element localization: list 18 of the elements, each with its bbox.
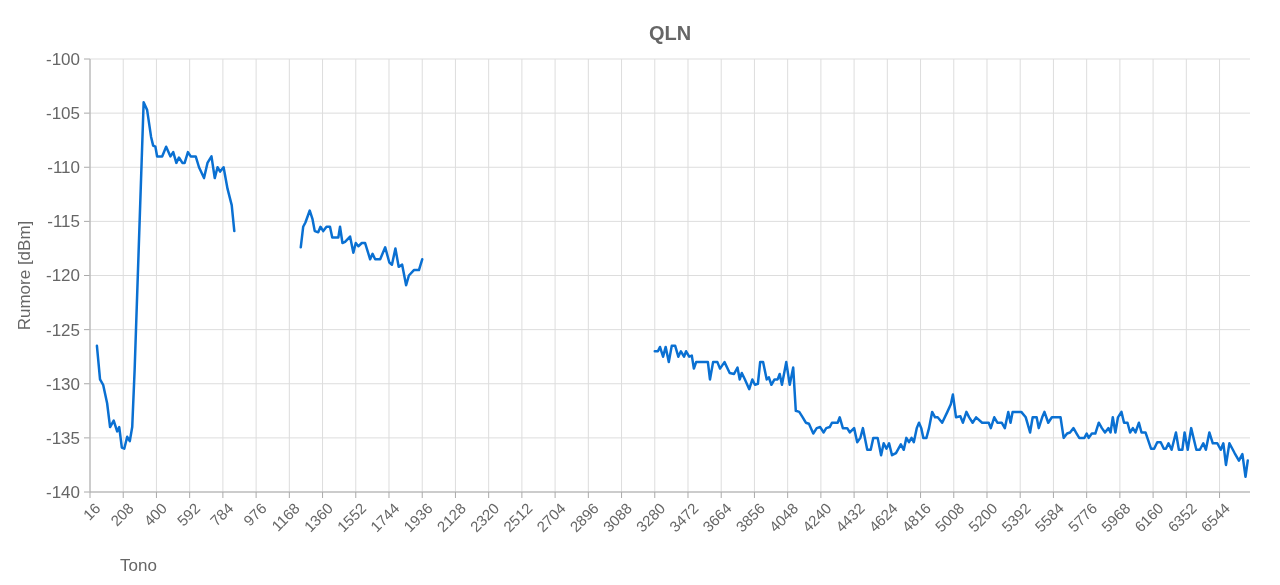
y-tick-label: -125 — [45, 320, 80, 340]
y-tick-label: -100 — [45, 49, 80, 69]
x-tick-label: 208 — [107, 499, 137, 530]
y-tick-label: -120 — [45, 266, 80, 286]
chart-title: QLN — [648, 22, 692, 44]
y-tick-label: -135 — [45, 428, 80, 448]
x-tick-label: 592 — [173, 499, 204, 530]
y-tick-label: -105 — [45, 104, 80, 124]
y-tick-label: -130 — [45, 374, 80, 394]
x-axis-title: Tono — [120, 556, 157, 575]
x-tick-label: 16 — [79, 499, 104, 524]
x-tick-label: 784 — [206, 499, 237, 530]
x-tick-label: 976 — [239, 499, 270, 530]
x-tick-label: 400 — [140, 499, 170, 530]
y-axis-title: Rumore [dBm] — [15, 220, 34, 331]
y-tick-label: -140 — [45, 482, 80, 502]
y-tick-label: -115 — [47, 212, 80, 232]
y-tick-label: -110 — [47, 158, 80, 178]
